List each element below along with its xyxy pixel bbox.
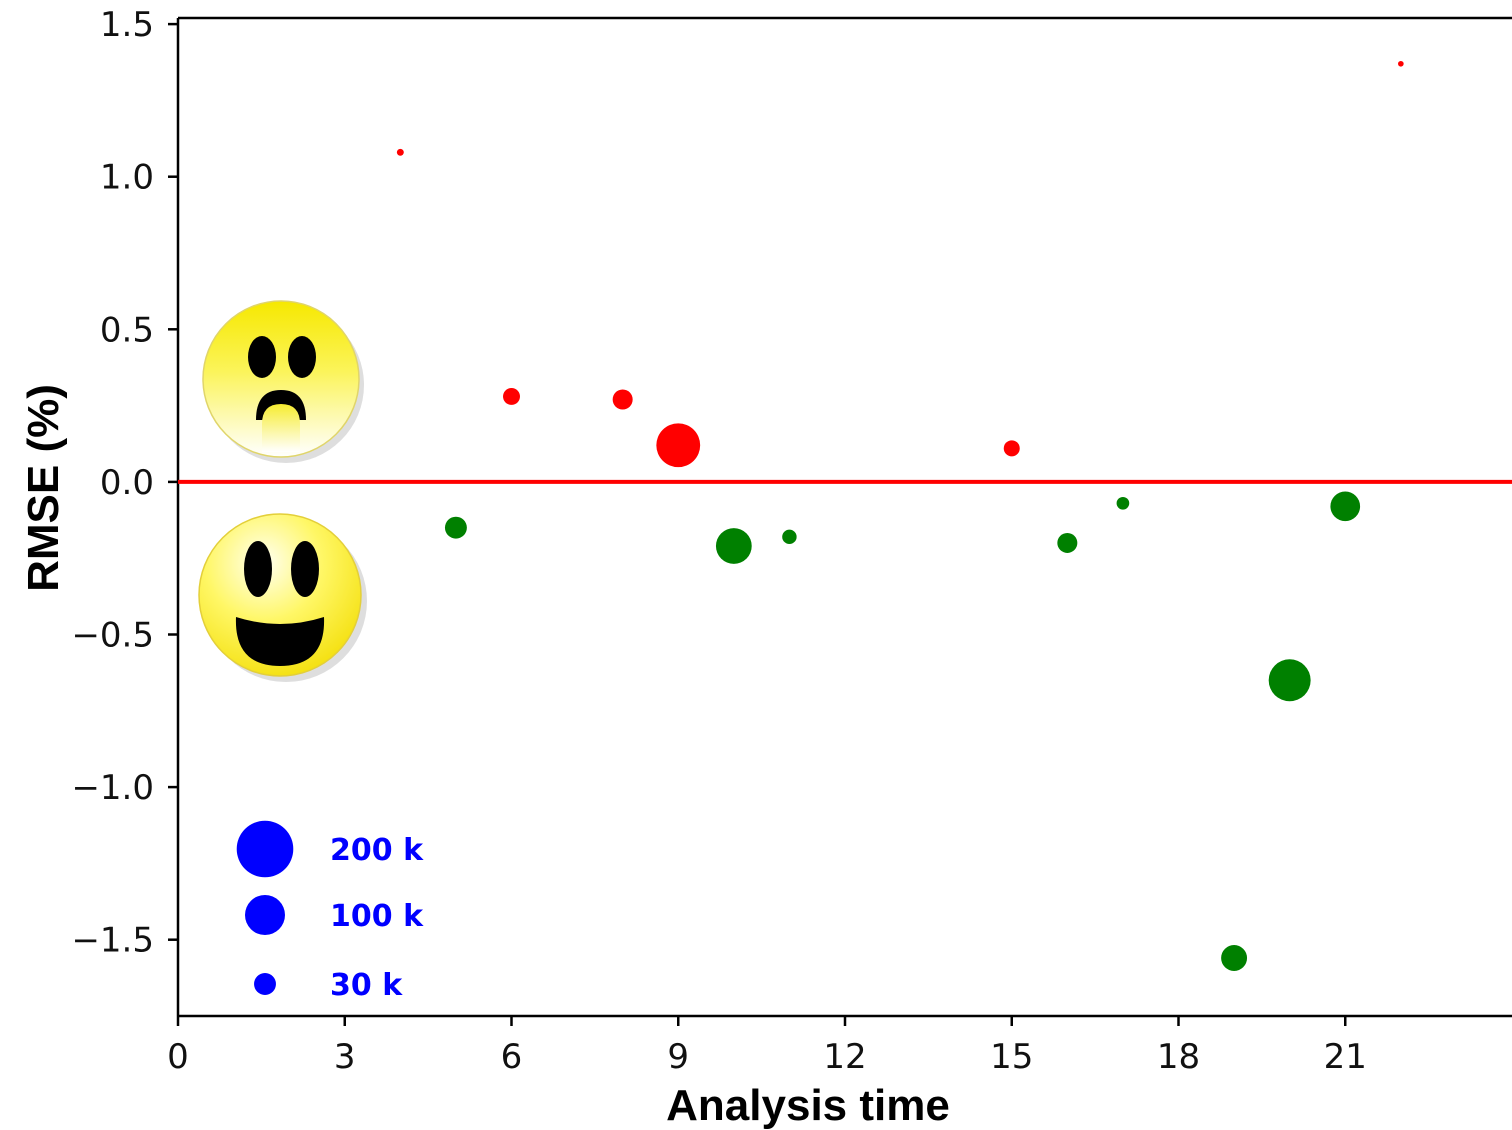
x-tick-label: 6 <box>501 1037 523 1077</box>
size-legend-marker <box>254 973 276 995</box>
data-point <box>396 148 404 156</box>
data-point <box>1398 60 1404 67</box>
data-point <box>782 529 797 545</box>
x-tick-label: 15 <box>990 1037 1033 1077</box>
x-tick-label: 12 <box>823 1037 866 1077</box>
axis-ticks: 0 3 6 9 12 15 18 21 1.5 1.0 0.5 0.0 −0.5 −1.0 −1.5 <box>71 5 1366 1077</box>
data-point <box>1003 440 1020 457</box>
data-point <box>1221 945 1248 971</box>
y-tick-label: −1.0 <box>71 768 154 808</box>
x-tick-label: 3 <box>334 1037 356 1077</box>
data-point <box>1330 491 1361 522</box>
data-point <box>612 389 633 410</box>
data-point <box>715 528 752 564</box>
data-points <box>396 60 1404 971</box>
data-point <box>503 387 520 405</box>
y-tick-label: −0.5 <box>71 616 154 656</box>
size-legend-label: 100 k <box>330 899 424 934</box>
data-point <box>1116 496 1130 510</box>
size-legend-label: 30 k <box>330 968 403 1003</box>
y-tick-label: 0.0 <box>100 463 154 503</box>
y-tick-label: 1.5 <box>100 5 154 45</box>
x-tick-label: 9 <box>667 1037 689 1077</box>
data-point <box>1268 659 1311 702</box>
x-tick-label: 21 <box>1324 1037 1367 1077</box>
y-tick-label: 1.0 <box>100 158 154 198</box>
size-legend-marker <box>245 895 285 935</box>
data-point <box>444 516 467 539</box>
size-legend-marker <box>236 820 294 878</box>
data-point <box>656 423 701 468</box>
data-point <box>1057 532 1078 553</box>
y-tick-label: −1.5 <box>71 921 154 961</box>
smiley-face-icon <box>198 513 367 682</box>
y-tick-label: 0.5 <box>100 310 154 350</box>
sad-face-icon <box>202 300 364 463</box>
x-tick-label: 0 <box>167 1037 189 1077</box>
size-legend-label: 200 k <box>330 833 424 868</box>
size-legend: 200 k 100 k 30 k <box>236 820 424 1003</box>
y-axis-title: RMSE (%) <box>19 384 68 592</box>
x-axis-title: Analysis time <box>666 1081 950 1130</box>
x-tick-label: 18 <box>1157 1037 1200 1077</box>
